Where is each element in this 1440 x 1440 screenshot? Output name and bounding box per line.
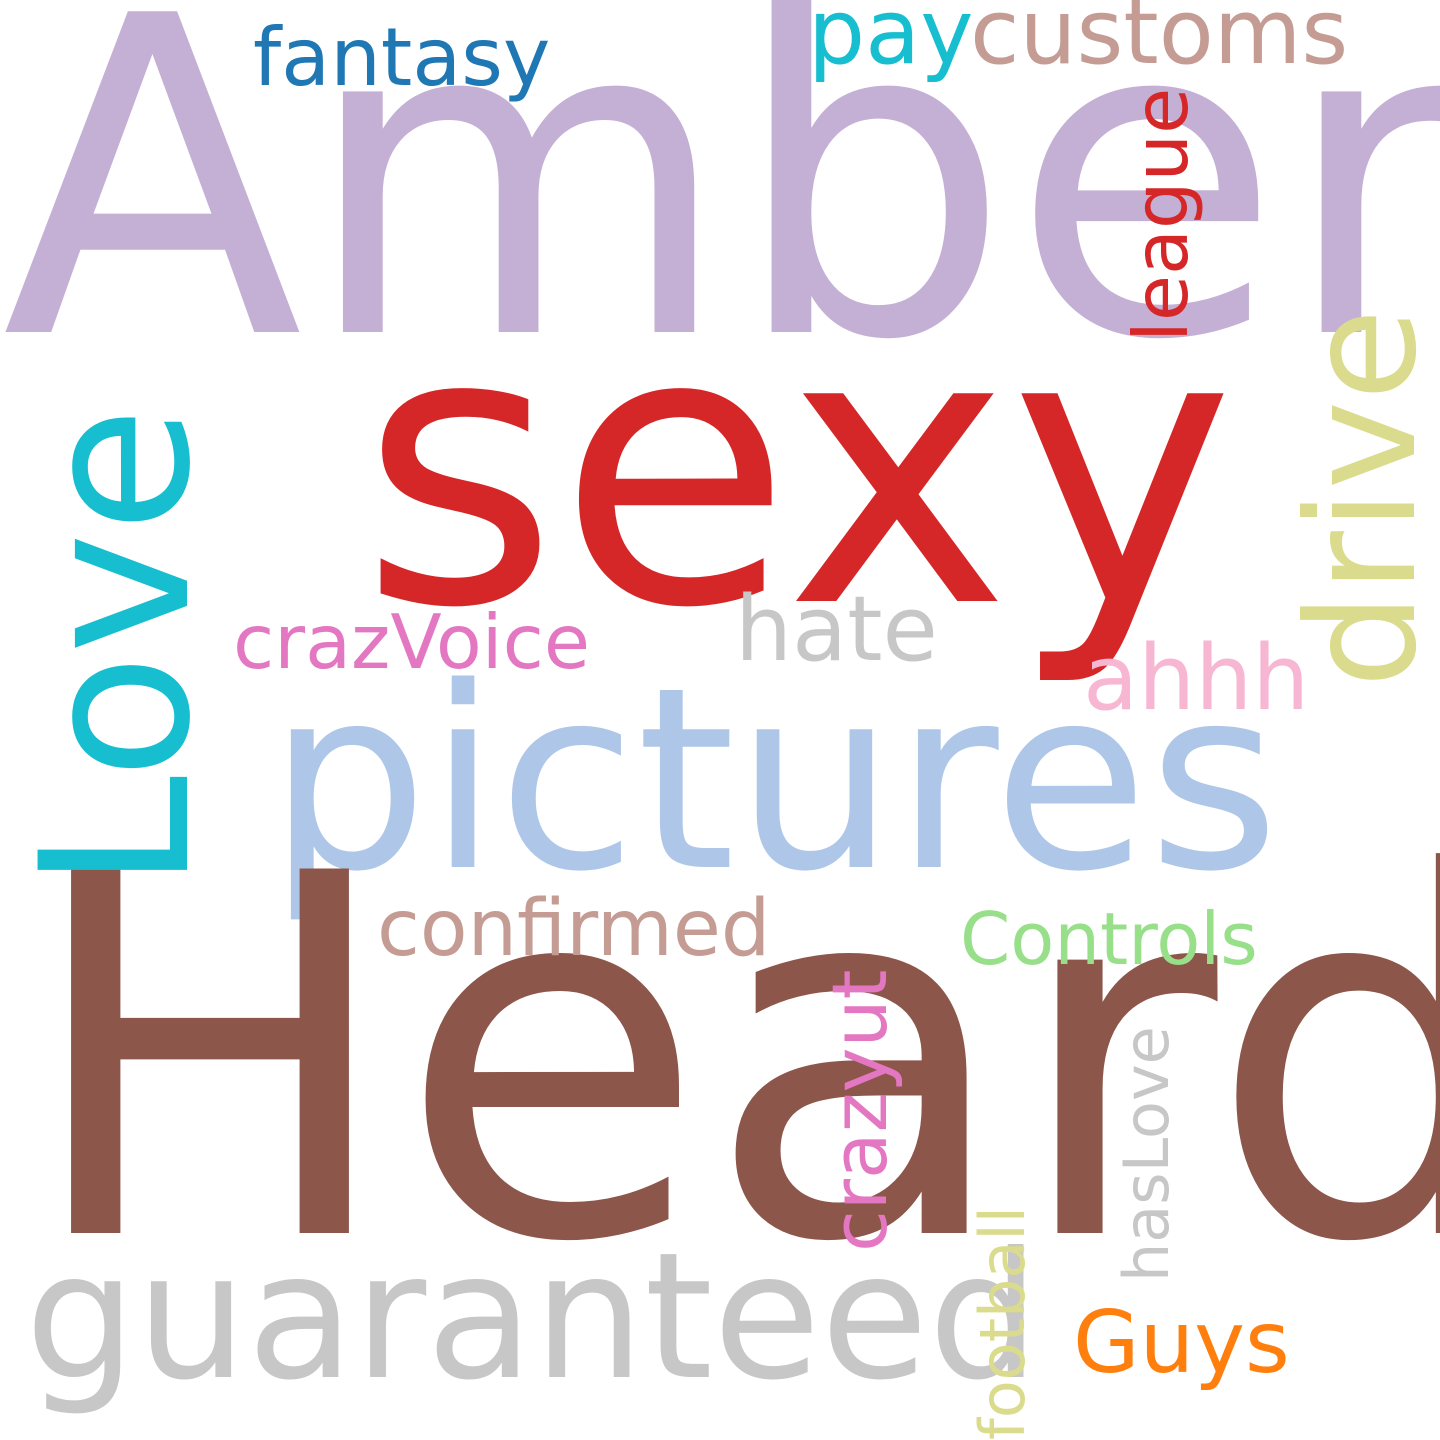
word-amber: Amber	[2, 0, 1440, 436]
word-drive: drive	[1276, 308, 1440, 688]
word-hate: hate	[735, 577, 938, 682]
word-pay: pay	[808, 0, 974, 85]
word-confirmed: confirmed	[377, 884, 771, 974]
word-football: football	[966, 1206, 1039, 1440]
word-pictures: pictures	[268, 634, 1280, 927]
word-customs: customs	[970, 0, 1349, 85]
word-fantasy: fantasy	[253, 11, 551, 104]
word-haslove: hasLove	[1110, 1026, 1183, 1282]
word-ahhh: ahhh	[1083, 626, 1310, 731]
word-sexy: sexy	[360, 248, 1235, 691]
word-controls: Controls	[960, 897, 1258, 981]
word-guys: Guys	[1073, 1293, 1290, 1393]
word-crazyut: crazyut	[815, 969, 904, 1252]
word-heard: Heard	[22, 769, 1440, 1351]
word-league: league	[1117, 87, 1205, 342]
word-love: Love	[0, 406, 236, 890]
word-guaranteed: guaranteed	[25, 1216, 1040, 1419]
word-crazvoice: crazVoice	[233, 598, 590, 686]
